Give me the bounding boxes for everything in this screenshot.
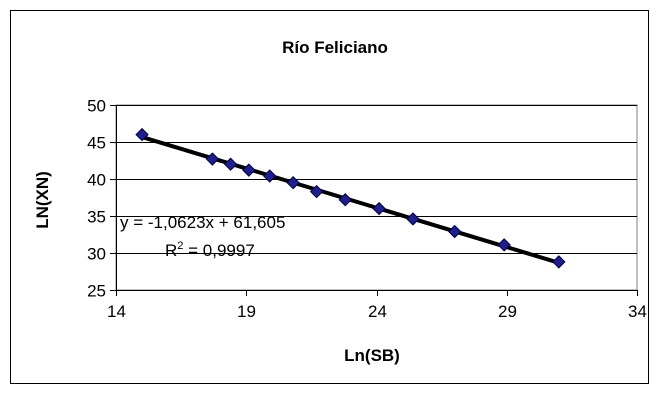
data-point-6: [286, 175, 300, 190]
data-point-3: [223, 157, 238, 171]
tick-labels: 25 30 35 40 45 50 14 19 24 29 34: [87, 97, 647, 322]
data-point-12: [497, 238, 511, 252]
data-point-8: [338, 193, 352, 207]
x-tick-label-34: 34: [628, 302, 647, 321]
x-tick-label-14: 14: [107, 302, 126, 321]
data-point-2: [205, 152, 220, 166]
x-tick-label-29: 29: [498, 302, 517, 321]
x-axis-title: Ln(SB): [344, 346, 400, 365]
r2-value: = 0,9997: [183, 241, 254, 260]
data-point-5: [262, 169, 277, 183]
y-tick-label-30: 30: [87, 245, 106, 264]
r2-prefix: R: [165, 241, 177, 260]
r2-label: R2 = 0,9997: [165, 240, 255, 260]
data-point-7: [309, 184, 324, 199]
data-point-11: [447, 224, 462, 239]
chart-title: Río Feliciano: [282, 38, 388, 57]
data-point-9: [372, 201, 386, 216]
y-axis-title: LN(XN): [33, 171, 52, 229]
y-tick-label-35: 35: [87, 208, 106, 227]
data-points: [135, 127, 566, 269]
y-tick-label-45: 45: [87, 134, 106, 153]
y-tick-label-25: 25: [87, 282, 106, 301]
y-tick-label-40: 40: [87, 171, 106, 190]
data-point-10: [406, 212, 420, 226]
data-point-1: [135, 127, 149, 142]
x-tick-label-19: 19: [237, 302, 256, 321]
data-point-4: [242, 163, 256, 177]
axes: [110, 105, 638, 296]
equation-label: y = -1,0623x + 61,605: [120, 213, 285, 232]
data-point-13: [552, 255, 566, 269]
x-tick-label-24: 24: [368, 302, 387, 321]
r2-superscript: 2: [177, 240, 183, 252]
y-tick-label-50: 50: [87, 97, 106, 116]
gridlines: [116, 105, 637, 254]
